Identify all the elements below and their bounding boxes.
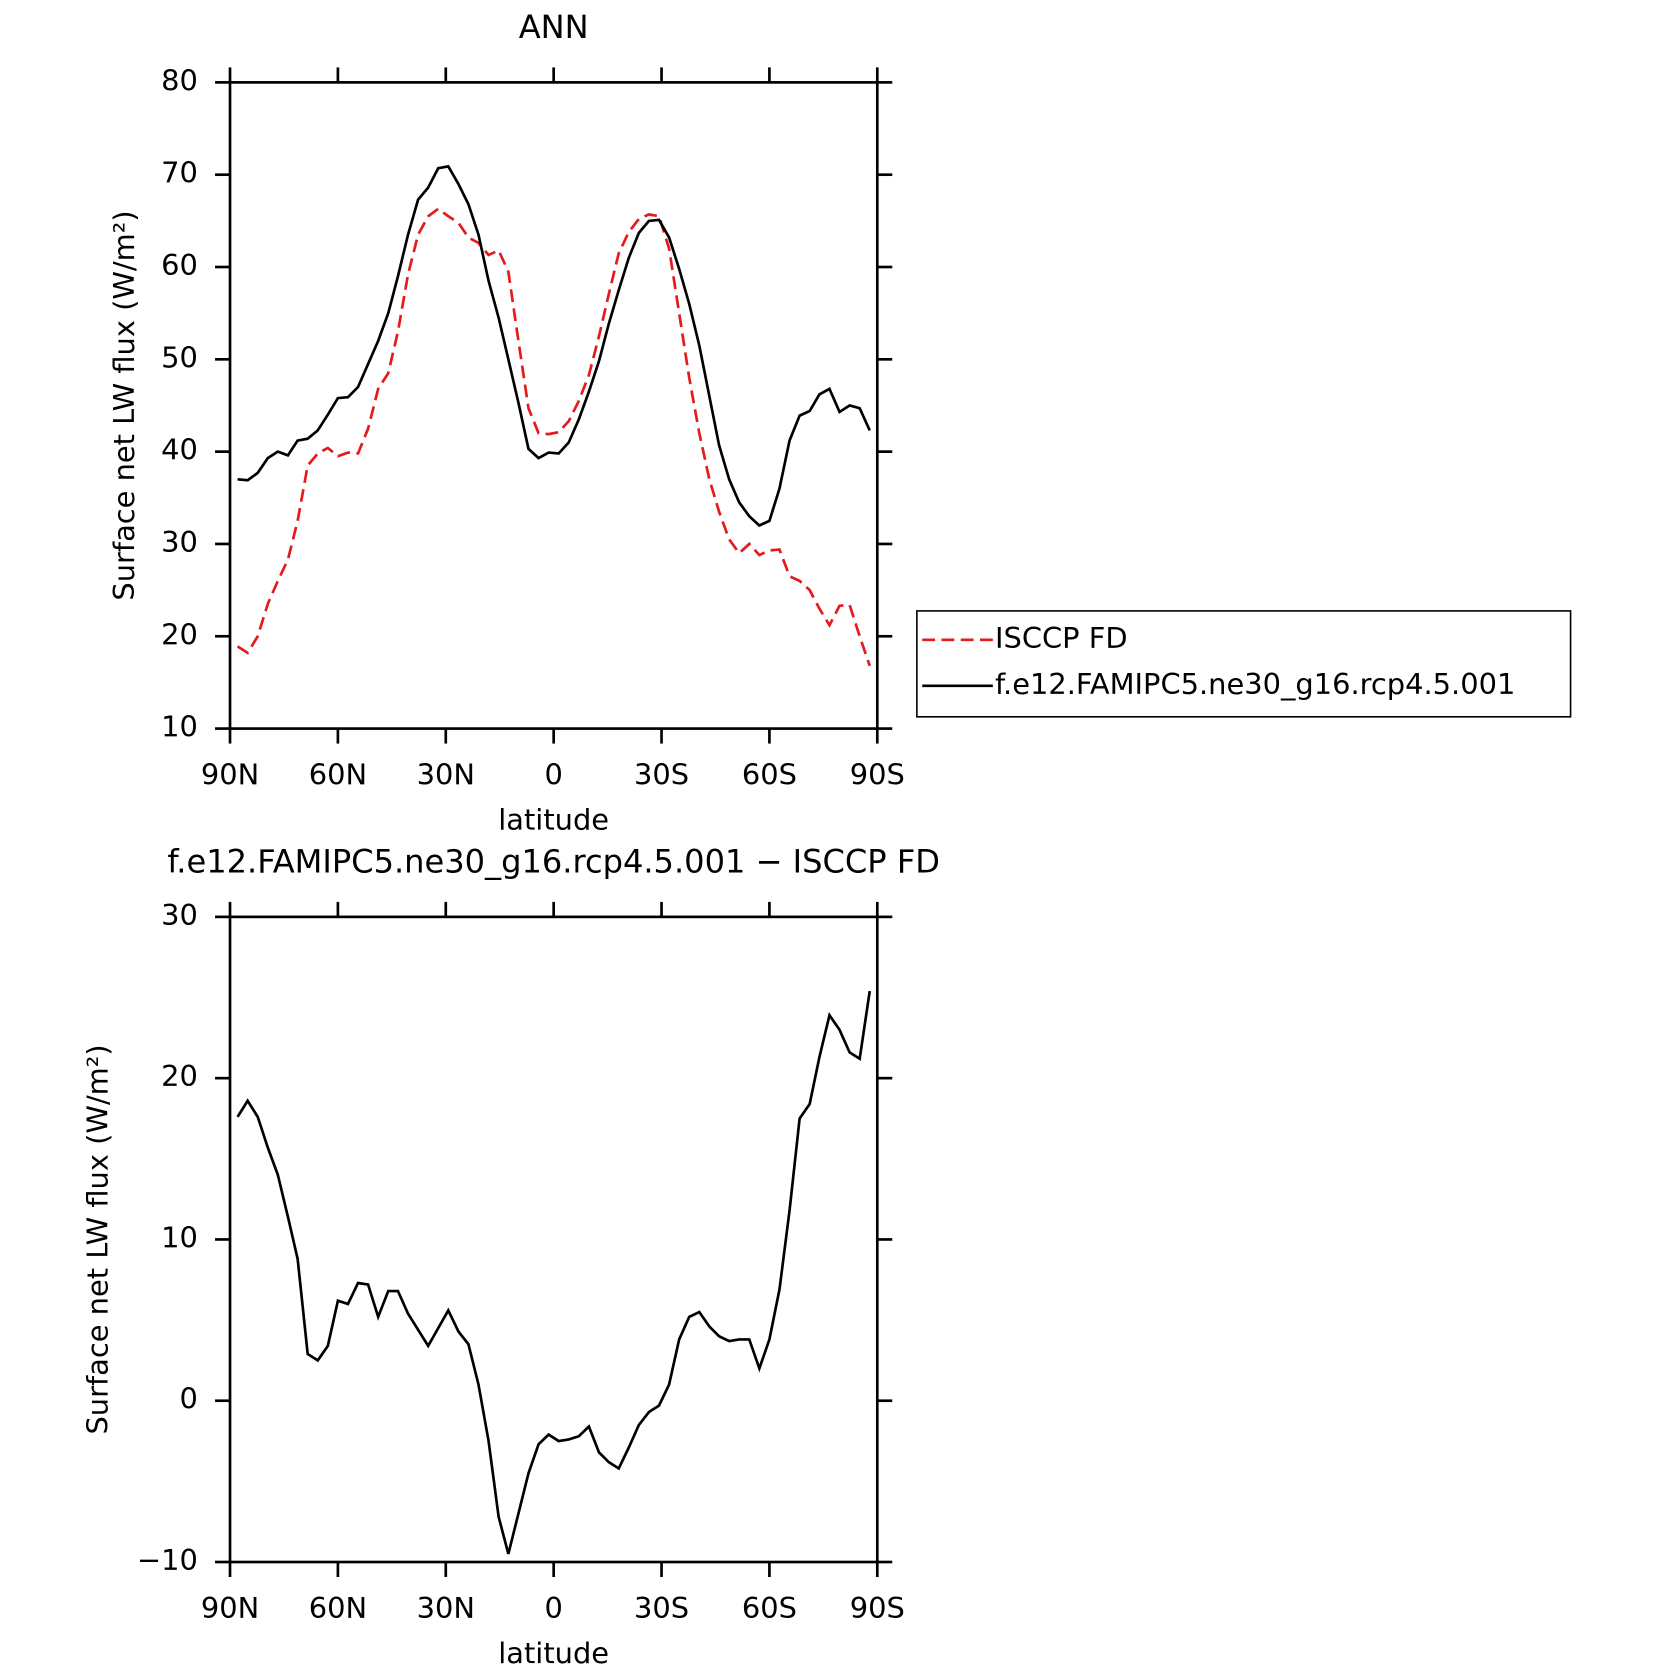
legend-box (916, 610, 1572, 718)
x-tick-label: 60N (309, 1591, 367, 1625)
y-tick-label: 80 (161, 63, 198, 97)
y-axis-label: Surface net LW flux (W/m²) (107, 210, 141, 600)
plot-frame (228, 81, 879, 730)
x-tick-label: 0 (544, 1591, 562, 1625)
x-tick-label: 90S (850, 1591, 905, 1625)
y-tick-label: −10 (137, 1543, 198, 1577)
x-axis-label: latitude (498, 1636, 609, 1669)
y-axis-label: Surface net LW flux (W/m²) (80, 1044, 114, 1434)
x-tick-label: 90N (201, 758, 259, 792)
y-tick-label: 30 (161, 898, 198, 932)
x-axis-label: latitude (498, 803, 609, 837)
y-tick-label: 50 (161, 340, 198, 374)
plot-frame (228, 915, 879, 1564)
x-tick-label: 60N (309, 758, 367, 792)
x-tick-label: 90S (850, 758, 905, 792)
chart-title: f.e12.FAMIPC5.ne30_g16.rcp4.5.001 − ISCC… (167, 842, 940, 880)
series-line (236, 207, 872, 667)
x-tick-label: 30S (634, 758, 689, 792)
y-tick-label: 0 (180, 1382, 198, 1416)
y-tick-label: 60 (161, 248, 198, 282)
y-tick-label: 10 (161, 1220, 198, 1254)
x-tick-label: 30S (634, 1591, 689, 1625)
x-tick-label: 0 (544, 758, 562, 792)
y-tick-label: 20 (161, 617, 198, 651)
legend-label: f.e12.FAMIPC5.ne30_g16.rcp4.5.001 (995, 667, 1515, 701)
chart-title: ANN (519, 8, 589, 46)
x-tick-label: 30N (417, 1591, 475, 1625)
series-line (236, 990, 872, 1555)
x-tick-label: 60S (742, 1591, 797, 1625)
x-tick-label: 60S (742, 758, 797, 792)
legend-label: ISCCP FD (995, 621, 1128, 655)
x-tick-label: 90N (201, 1591, 259, 1625)
y-tick-label: 10 (161, 710, 198, 744)
x-tick-label: 30N (417, 758, 475, 792)
y-tick-label: 40 (161, 433, 198, 467)
y-tick-label: 30 (161, 525, 198, 559)
y-tick-label: 20 (161, 1059, 198, 1093)
y-tick-label: 70 (161, 156, 198, 190)
series-line (237, 164, 871, 528)
